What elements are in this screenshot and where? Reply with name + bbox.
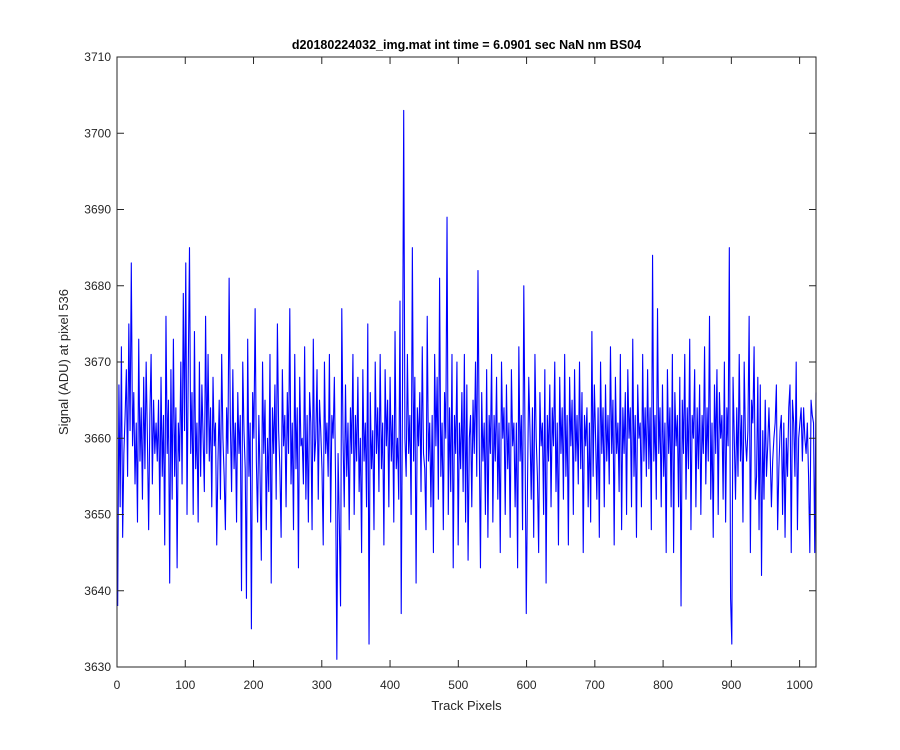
x-axis: 0 100 200 300 400 500 600 700 800 900 1000 bbox=[114, 57, 813, 692]
y-axis: 3630 3640 3650 3660 3670 3680 3690 3700 3710 bbox=[84, 50, 816, 674]
x-tick-label: 300 bbox=[312, 678, 332, 692]
x-axis-label: Track Pixels bbox=[431, 698, 502, 713]
x-tick-label: 500 bbox=[448, 678, 468, 692]
y-tick-label: 3670 bbox=[84, 355, 111, 369]
x-tick-label: 700 bbox=[585, 678, 605, 692]
y-tick-label: 3710 bbox=[84, 50, 111, 64]
y-tick-label: 3680 bbox=[84, 279, 111, 293]
y-tick-label: 3700 bbox=[84, 126, 111, 140]
signal-series-line bbox=[117, 109, 817, 660]
x-tick-label: 800 bbox=[653, 678, 673, 692]
series-layer bbox=[117, 109, 817, 660]
x-tick-label: 900 bbox=[721, 678, 741, 692]
x-tick-label: 1000 bbox=[786, 678, 813, 692]
y-tick-label: 3630 bbox=[84, 660, 111, 674]
y-tick-label: 3690 bbox=[84, 203, 111, 217]
x-tick-label: 200 bbox=[244, 678, 264, 692]
y-tick-label: 3650 bbox=[84, 508, 111, 522]
y-tick-label: 3660 bbox=[84, 431, 111, 445]
y-tick-label: 3640 bbox=[84, 584, 111, 598]
x-tick-label: 0 bbox=[114, 678, 121, 692]
x-tick-label: 600 bbox=[517, 678, 537, 692]
x-tick-label: 400 bbox=[380, 678, 400, 692]
plot-area bbox=[117, 57, 816, 667]
chart-title: d20180224032_img.mat int time = 6.0901 s… bbox=[292, 38, 641, 52]
y-axis-label: Signal (ADU) at pixel 536 bbox=[56, 289, 71, 435]
x-tick-label: 100 bbox=[175, 678, 195, 692]
